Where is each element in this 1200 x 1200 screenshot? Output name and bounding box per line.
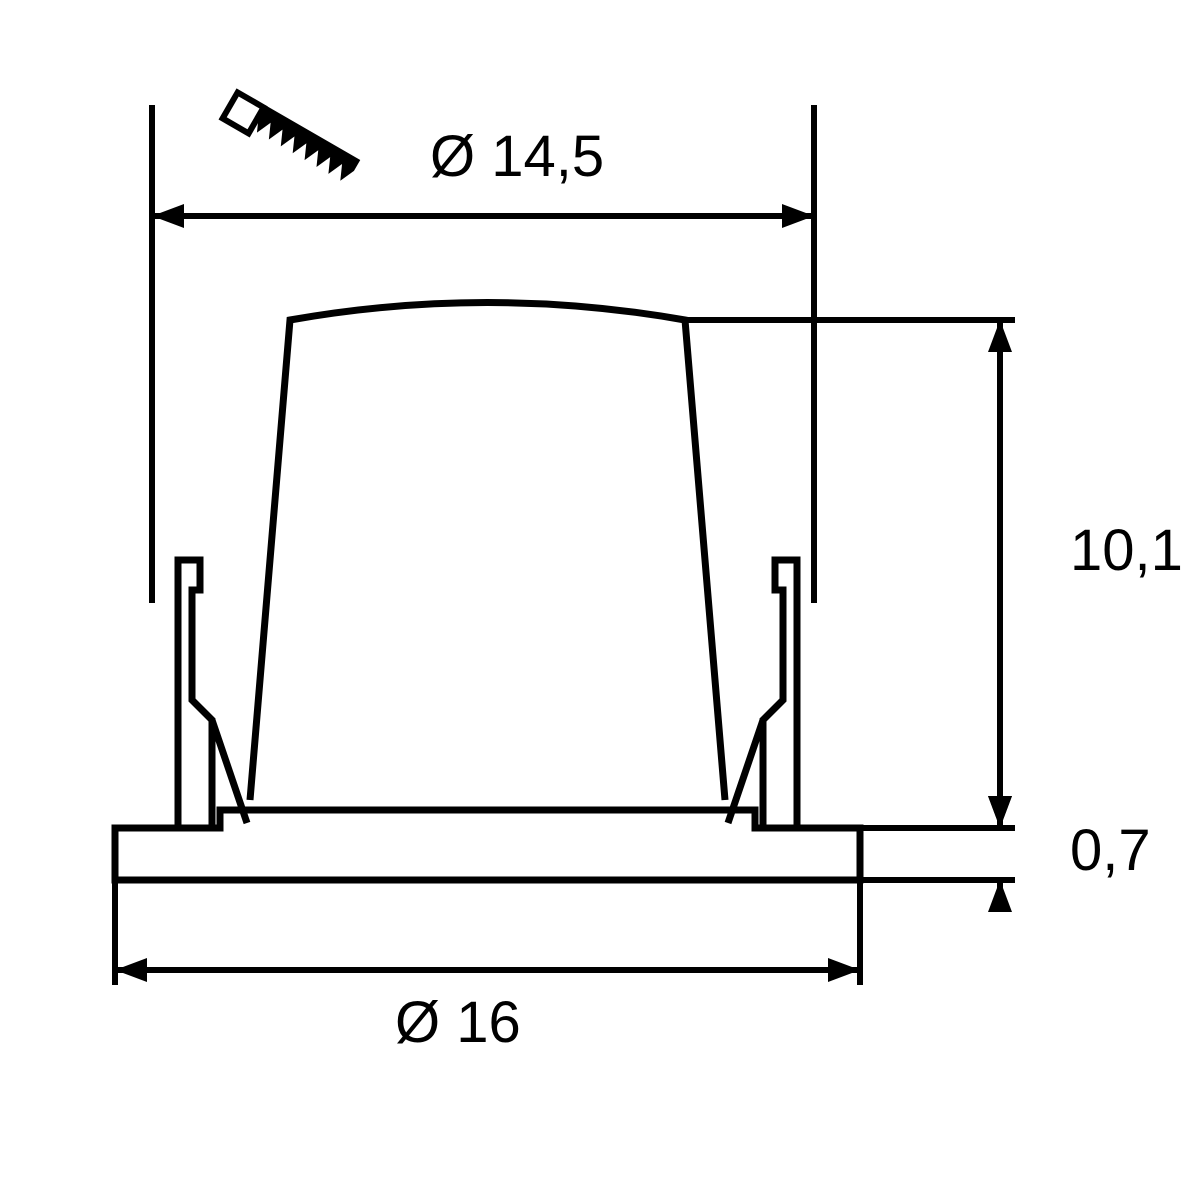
dimension-label: Ø 16 — [395, 990, 521, 1055]
dimension-label: Ø 14,5 — [430, 124, 604, 189]
dimension-label: 10,1 — [1070, 518, 1183, 583]
dimension-label: 0,7 — [1070, 818, 1151, 883]
dimension-drawing: Ø 14,5 Ø 16 10,1 0,7 — [0, 0, 1200, 1200]
saw-icon — [223, 90, 361, 188]
